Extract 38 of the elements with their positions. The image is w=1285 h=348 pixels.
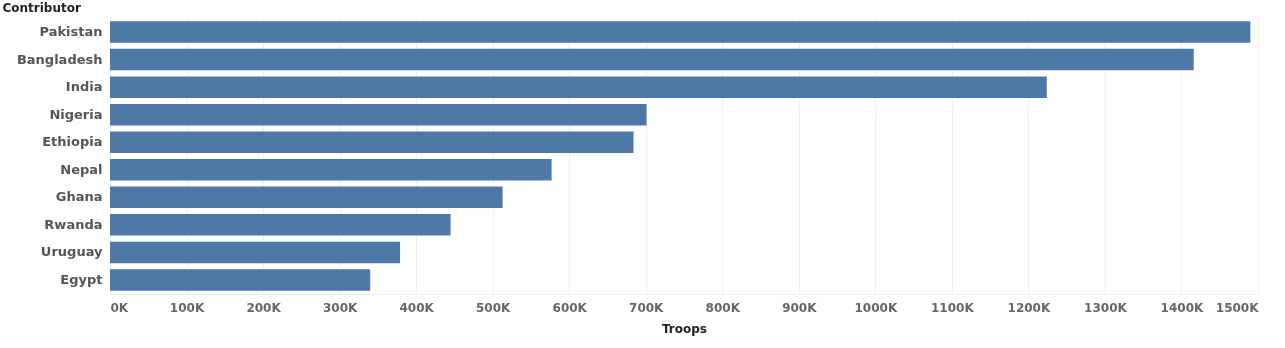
y-tick-label: Nigeria	[49, 106, 103, 122]
x-tick-label: 1000K	[854, 300, 898, 315]
bar	[110, 48, 1194, 71]
y-tick-label: Ghana	[55, 189, 103, 205]
x-tick-label: 700K	[629, 300, 665, 315]
bar	[110, 269, 371, 291]
bar	[110, 76, 1047, 98]
y-tick-label: Egypt	[60, 271, 103, 287]
y-tick-label: Bangladesh	[16, 51, 103, 67]
y-tick-label: India	[65, 79, 103, 95]
bar	[110, 103, 647, 126]
y-axis-title: Contributor	[2, 0, 81, 15]
x-tick-label: 1500K	[1215, 300, 1260, 315]
bar	[110, 131, 634, 153]
x-tick-label: 1100K	[931, 300, 975, 315]
x-tick-label: 1400K	[1160, 300, 1205, 315]
y-tick-label: Rwanda	[44, 216, 103, 232]
y-tick-label: Ethiopia	[42, 134, 103, 150]
y-tick-label: Nepal	[60, 161, 103, 177]
x-tick-label: 0K	[110, 300, 129, 315]
bar	[110, 21, 1251, 43]
x-tick-label: 1300K	[1084, 300, 1128, 315]
bar	[110, 214, 451, 236]
x-tick-label: 500K	[475, 300, 512, 315]
x-tick-label: 200K	[246, 300, 282, 315]
x-tick-label: 600K	[552, 300, 588, 315]
y-tick-label: Pakistan	[39, 24, 103, 40]
x-tick-label: 800K	[705, 300, 741, 315]
x-axis-title: Troops	[661, 321, 708, 336]
x-tick-label: 300K	[322, 300, 358, 315]
bar	[110, 186, 503, 209]
x-tick-label: 900K	[782, 300, 818, 315]
x-tick-label: 400K	[399, 300, 435, 315]
y-tick-label: Uruguay	[40, 244, 104, 260]
x-tick-label: 100K	[169, 300, 205, 315]
bar	[110, 241, 401, 264]
bar	[110, 159, 552, 181]
x-tick-label: 1200K	[1007, 300, 1051, 315]
